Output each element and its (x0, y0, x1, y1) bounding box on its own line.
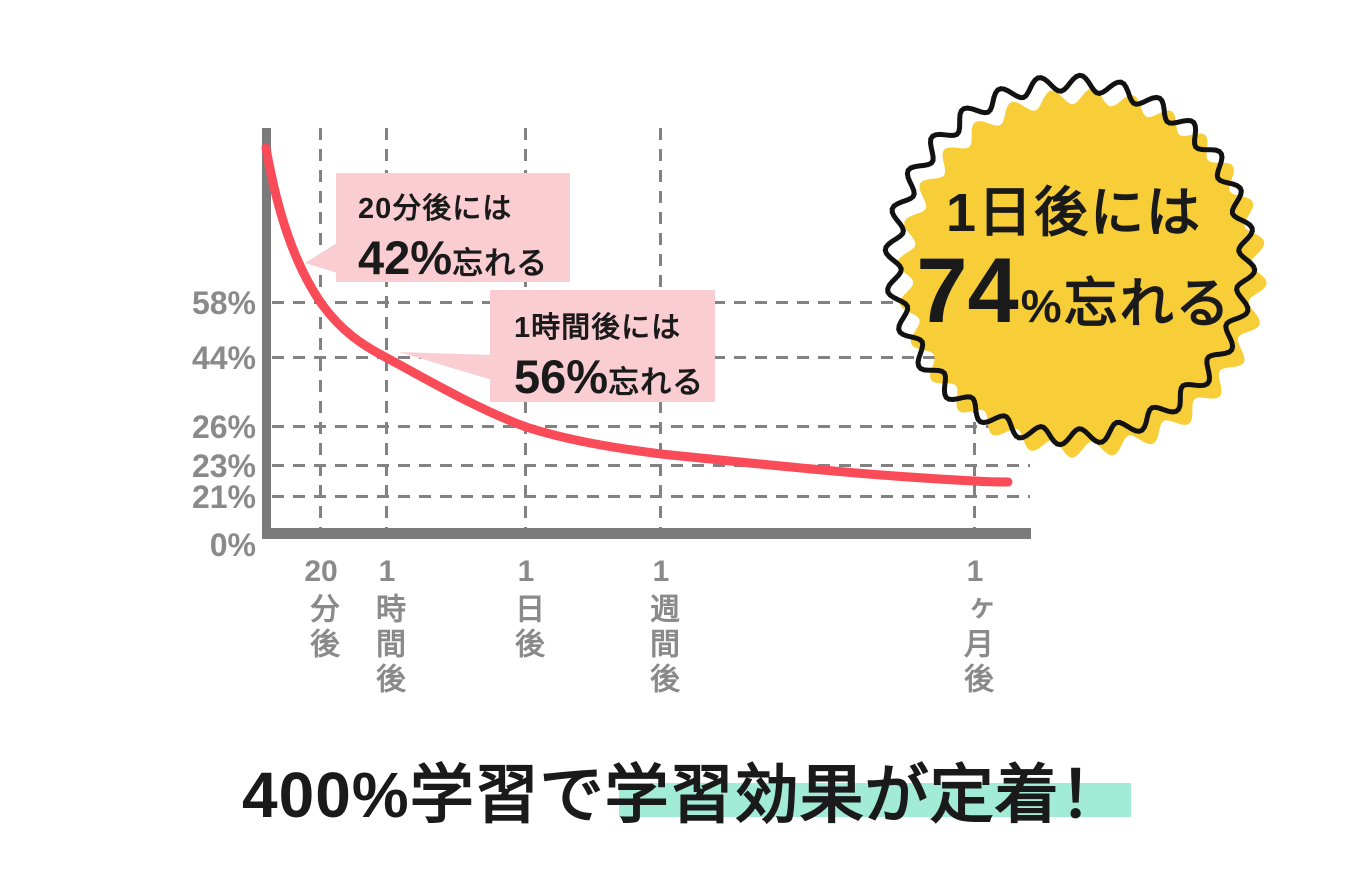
badge-suffix: 忘れる (1063, 273, 1232, 334)
callout-20min-line1: 20分後には (358, 193, 513, 225)
callout-1hour-value: 56% (514, 350, 609, 403)
x-tick-1month: 1 ヶ月後 (935, 556, 1015, 698)
badge-text: 1日後には 74 % 忘れる (868, 181, 1280, 338)
x-tick-1week: 1 週間後 (621, 556, 701, 698)
badge-value: 74 (916, 239, 1019, 342)
x-tick-kanji: 時間後 (371, 592, 404, 698)
v-gridline-20min (319, 128, 322, 528)
callout-1hour: 1時間後には 56% 忘れる (490, 290, 715, 404)
callout-20min-suffix: 忘れる (452, 246, 549, 281)
y-tick-23: 23% (191, 448, 256, 484)
x-tick-kanji: 週間後 (645, 592, 678, 698)
badge-unit: % (1020, 279, 1062, 332)
x-tick-number: 1 (652, 555, 670, 588)
y-axis-line (262, 128, 271, 539)
x-tick-1day: 1 日後 (486, 556, 566, 663)
x-tick-number: 1 (966, 555, 984, 588)
headline-highlight-bar (619, 783, 1131, 817)
y-tick-0: 0% (209, 527, 256, 563)
x-tick-number: 1 (517, 555, 535, 588)
x-tick-kanji: ヶ月後 (959, 592, 992, 698)
y-tick-58: 58% (191, 285, 256, 321)
y-tick-44: 44% (191, 340, 256, 376)
x-tick-1hour: 1 時間後 (347, 556, 427, 698)
x-tick-20min: 20 分後 (281, 556, 361, 663)
callout-20min-line2: 42% 忘れる (358, 230, 570, 285)
x-tick-number: 20 (304, 555, 338, 588)
x-tick-number: 1 (378, 555, 396, 588)
h-gridline-21 (272, 495, 1030, 498)
callout-20min: 20分後には 42% 忘れる (336, 173, 570, 285)
x-tick-kanji: 日後 (510, 592, 543, 663)
y-tick-21: 21% (191, 479, 256, 515)
callout-1hour-line1: 1時間後には (514, 312, 682, 344)
badge-line1: 1日後には (945, 183, 1203, 243)
badge-line2: 74 % 忘れる (916, 239, 1232, 342)
x-axis-line (262, 528, 1031, 539)
callout-1hour-suffix: 忘れる (608, 365, 705, 400)
callout-1hour-line2: 56% 忘れる (514, 349, 715, 404)
badge-1day: 1日後には 74 % 忘れる (868, 53, 1280, 465)
y-tick-26: 26% (191, 409, 256, 445)
callout-20min-value: 42% (358, 231, 453, 284)
headline-text: 400%学習で学習効果が定着！ (242, 759, 1125, 831)
x-tick-kanji: 分後 (305, 592, 338, 663)
